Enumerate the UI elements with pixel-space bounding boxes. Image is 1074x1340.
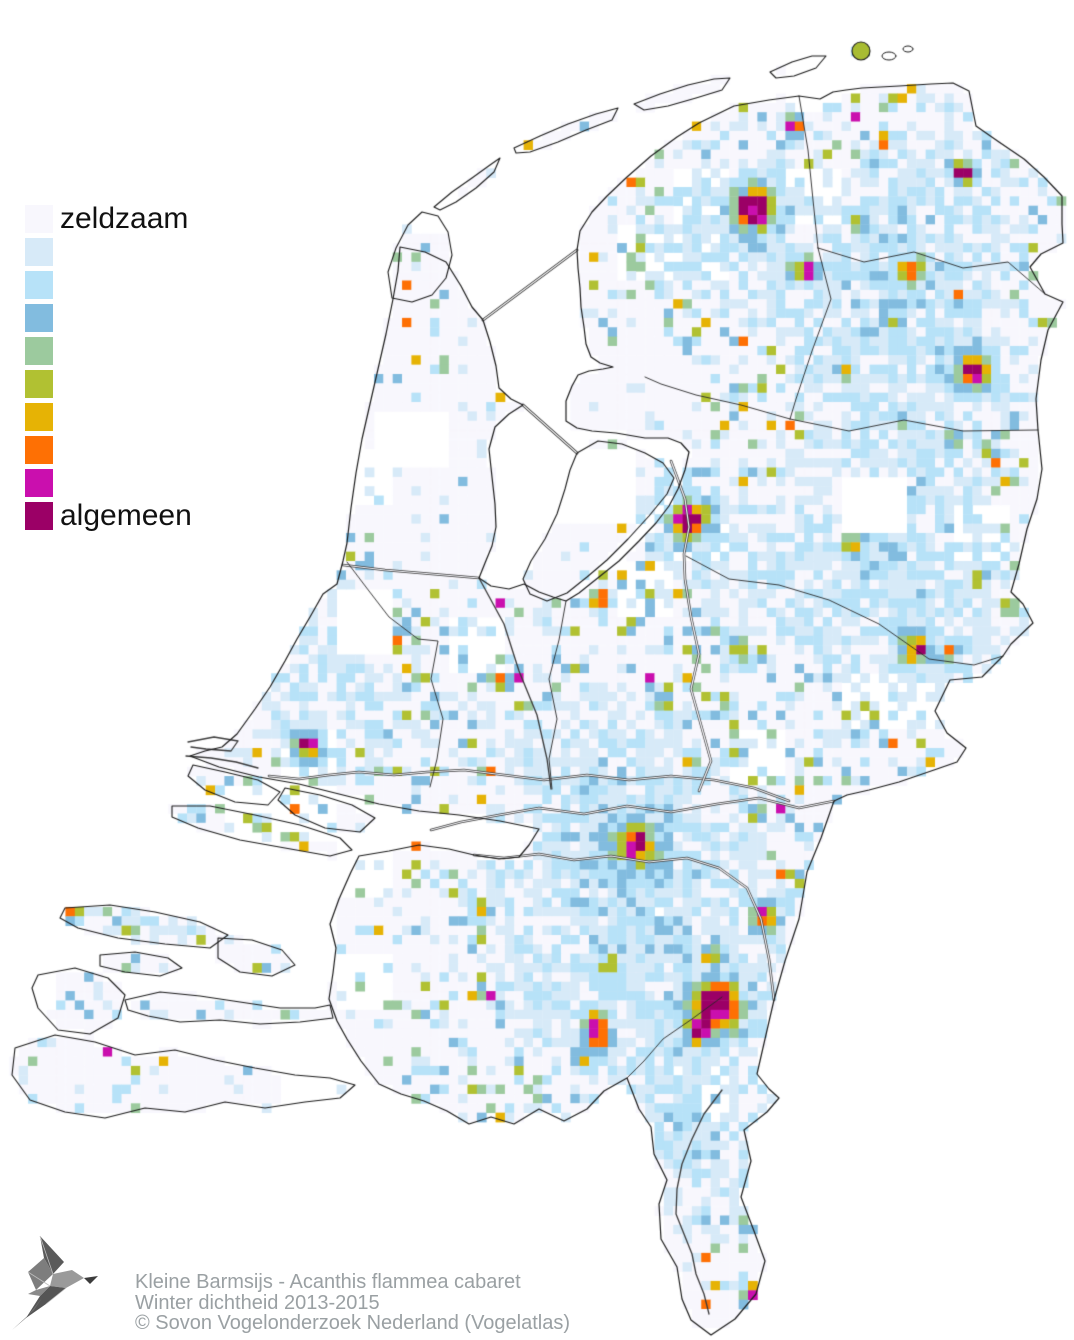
legend-swatch-level-6 — [25, 403, 53, 431]
caption-species: Kleine Barmsijs - Acanthis flammea cabar… — [135, 1271, 521, 1293]
swallow-bird-icon — [12, 1235, 98, 1330]
legend-label-common: algemeen — [60, 499, 192, 532]
legend-swatch-level-5 — [25, 370, 53, 398]
caption-copyright: © Sovon Vogelonderzoek Nederland (Vogela… — [135, 1312, 571, 1334]
legend-swatch-level-1 — [25, 238, 53, 266]
legend-swatch-level-8 — [25, 469, 53, 497]
caption-period: Winter dichtheid 2013-2015 — [135, 1291, 380, 1314]
legend-swatch-level-0 — [25, 205, 53, 233]
legend-swatch-level-2 — [25, 271, 53, 299]
legend-label-rare: zeldzaam — [60, 202, 189, 235]
map-caption: Kleine Barmsijs - Acanthis flammea cabar… — [135, 1272, 570, 1334]
legend-swatch-level-9 — [25, 502, 53, 530]
legend-swatch-level-3 — [25, 304, 53, 332]
legend-swatch-level-4 — [25, 337, 53, 365]
legend-swatch-level-7 — [25, 436, 53, 464]
sovon-logo: Sovon — [6, 1232, 136, 1336]
